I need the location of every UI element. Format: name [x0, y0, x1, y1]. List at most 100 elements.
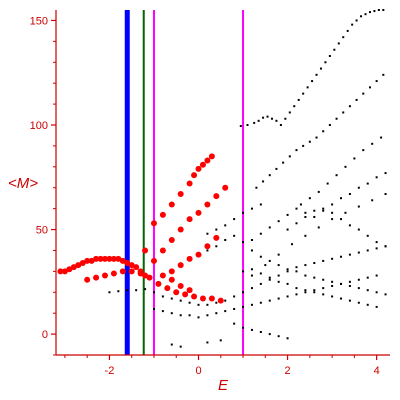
data-point-small: [295, 149, 298, 152]
data-point-small: [344, 211, 347, 214]
data-point-small: [357, 228, 360, 231]
data-point-small: [331, 211, 334, 214]
data-point-small: [319, 67, 322, 70]
data-point-small: [315, 136, 318, 139]
data-point-small: [206, 232, 209, 235]
data-point-small: [324, 61, 327, 64]
data-point-small: [262, 180, 265, 183]
data-point-small: [340, 218, 343, 221]
data-point-small: [360, 15, 363, 18]
data-point-small: [317, 190, 320, 193]
data-point-small: [335, 117, 338, 120]
data-point-small: [295, 222, 298, 225]
data-point-large: [75, 262, 82, 269]
data-point-small: [268, 278, 271, 281]
data-point-small: [340, 197, 343, 200]
data-point-small: [384, 245, 387, 248]
data-point-small: [259, 282, 262, 285]
data-point-small: [108, 291, 111, 294]
data-point-small: [346, 29, 349, 32]
data-point-small: [215, 312, 218, 315]
data-point-large: [213, 234, 220, 241]
data-point-large: [159, 272, 166, 279]
data-point-small: [380, 136, 383, 139]
data-point-large: [195, 251, 202, 258]
data-point-small: [277, 280, 280, 283]
data-point-small: [206, 249, 209, 252]
data-point-small: [179, 314, 182, 317]
data-point-small: [304, 216, 307, 218]
data-point-small: [268, 259, 271, 262]
data-point-small: [375, 247, 378, 250]
data-point-small: [135, 289, 138, 292]
data-point-small: [375, 305, 378, 308]
data-point-small: [306, 86, 309, 89]
data-point-small: [366, 182, 369, 185]
data-point-small: [295, 287, 298, 290]
data-point-small: [304, 264, 307, 267]
data-point-small: [233, 218, 236, 221]
data-point-small: [348, 253, 351, 256]
data-point-small: [242, 241, 245, 244]
data-point-large: [199, 295, 206, 302]
data-point-small: [340, 255, 343, 258]
data-point-small: [286, 228, 289, 231]
y-tick-label: 50: [36, 225, 48, 237]
data-point-small: [335, 174, 338, 177]
data-point-small: [266, 115, 269, 118]
data-point-small: [215, 301, 218, 304]
data-point-small: [197, 303, 200, 306]
data-point-small: [373, 10, 376, 13]
data-point-small: [375, 80, 378, 83]
data-point-small: [144, 288, 147, 291]
data-point-small: [277, 297, 280, 300]
x-axis-label: E: [218, 377, 229, 394]
data-point-large: [177, 226, 184, 233]
data-point-large: [159, 211, 166, 218]
data-point-small: [375, 176, 378, 179]
data-point-small: [302, 144, 305, 147]
data-point-small: [362, 149, 365, 152]
x-tick-label: -2: [105, 365, 115, 377]
data-point-large: [186, 180, 193, 187]
data-point-large: [150, 257, 157, 264]
data-point-small: [337, 42, 340, 45]
data-point-small: [224, 224, 227, 227]
data-point-small: [242, 211, 245, 214]
data-point-small: [322, 207, 325, 210]
data-point-large: [222, 184, 229, 191]
data-point-large: [142, 247, 149, 254]
data-point-small: [224, 239, 227, 241]
data-point-large: [84, 276, 91, 283]
data-point-small: [348, 285, 351, 287]
data-point-small: [304, 234, 307, 237]
data-point-small: [233, 295, 236, 298]
data-point-small: [331, 285, 334, 287]
data-point-large: [70, 264, 77, 271]
data-point-small: [268, 299, 271, 302]
data-point-small: [233, 322, 236, 325]
data-point-small: [224, 310, 227, 313]
data-point-small: [295, 293, 298, 296]
data-point-small: [277, 253, 280, 256]
y-tick-label: 100: [30, 120, 48, 132]
data-point-large: [66, 266, 73, 273]
data-point-small: [308, 140, 311, 143]
data-point-large: [177, 191, 184, 197]
data-point-large: [217, 297, 224, 304]
data-point-small: [170, 312, 173, 315]
data-point-large: [182, 291, 189, 298]
data-point-small: [304, 289, 307, 292]
data-point-large: [208, 153, 215, 160]
data-point-large: [128, 262, 135, 269]
data-point-small: [304, 274, 307, 277]
data-point-small: [279, 124, 282, 126]
data-point-small: [322, 293, 325, 296]
data-point-small: [239, 125, 242, 128]
data-point-small: [357, 301, 360, 304]
data-point-small: [348, 299, 351, 302]
data-point-large: [186, 255, 193, 262]
data-point-small: [275, 119, 278, 122]
data-point-large: [97, 255, 104, 262]
data-point-small: [326, 182, 329, 185]
